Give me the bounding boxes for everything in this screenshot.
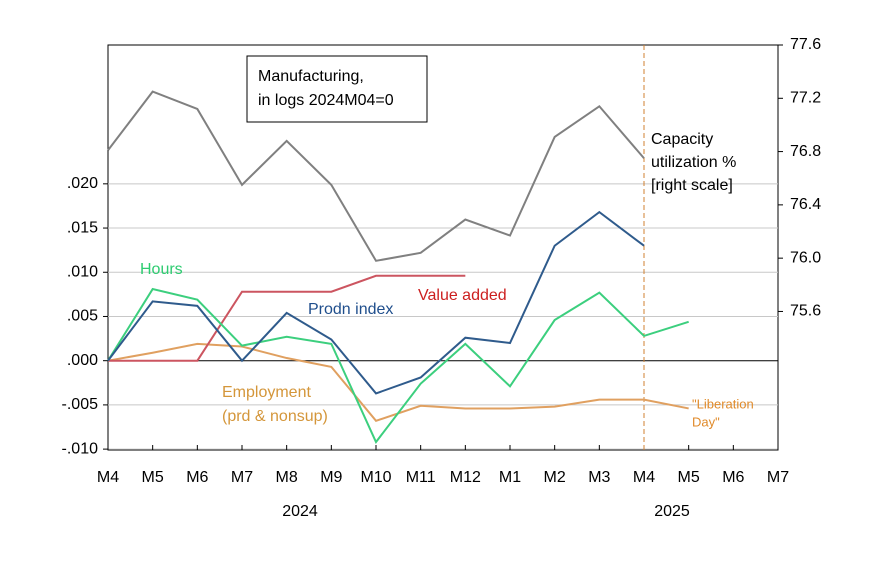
y-tick-label: -.005 (62, 396, 99, 413)
x-tick-label: M1 (499, 469, 521, 486)
y-tick-label: .005 (67, 308, 98, 325)
y2-tick-label: 76.8 (790, 143, 821, 160)
y-tick-label: -.010 (62, 440, 99, 457)
y-tick-label: .000 (67, 352, 98, 369)
y-tick-label: .020 (67, 175, 98, 192)
annotation: Day" (692, 414, 720, 429)
x-tick-label: M8 (276, 469, 298, 486)
x-tick-label: M6 (722, 469, 744, 486)
y2-tick-label: 77.2 (790, 90, 821, 107)
x-tick-label: M3 (588, 469, 610, 486)
series-line (107, 90, 645, 262)
y-tick-label: .015 (67, 219, 98, 236)
annotation: Hours (140, 261, 183, 278)
annotation: utilization % (651, 154, 736, 171)
annotation: Manufacturing, (258, 68, 364, 85)
annotation: [right scale] (651, 177, 733, 194)
year-label: 2024 (282, 503, 318, 520)
annotation: Prodn index (308, 301, 393, 318)
annotation: Capacity (651, 131, 713, 148)
x-tick-label: M4 (633, 469, 655, 486)
annotation: (prd & nonsup) (222, 408, 328, 425)
x-tick-label: M7 (767, 469, 789, 486)
x-tick-label: M12 (450, 469, 481, 486)
year-label: 2025 (654, 503, 690, 520)
series-line (107, 210, 645, 395)
x-tick-label: M10 (360, 469, 391, 486)
annotation-box (246, 55, 428, 123)
series-line (108, 274, 466, 362)
annotation: Value added (418, 287, 507, 304)
x-tick-label: M6 (186, 469, 208, 486)
y-tick-label: .010 (67, 263, 98, 280)
y2-tick-label: 76.0 (790, 249, 821, 266)
x-tick-label: M11 (406, 469, 436, 486)
annotation: "Liberation (692, 396, 754, 411)
y2-tick-label: 77.6 (790, 36, 821, 53)
y2-tick-label: 75.6 (790, 303, 821, 320)
plot-frame (107, 44, 779, 451)
x-tick-label: M4 (97, 469, 119, 486)
x-tick-label: M5 (678, 469, 700, 486)
annotation: in logs 2024M04=0 (258, 92, 394, 109)
x-tick-label: M9 (320, 469, 342, 486)
x-tick-label: M2 (544, 469, 566, 486)
y2-tick-label: 76.4 (790, 196, 821, 213)
series-line (107, 287, 689, 444)
annotation: Employment (222, 384, 311, 401)
x-tick-label: M7 (231, 469, 253, 486)
x-tick-label: M5 (142, 469, 164, 486)
